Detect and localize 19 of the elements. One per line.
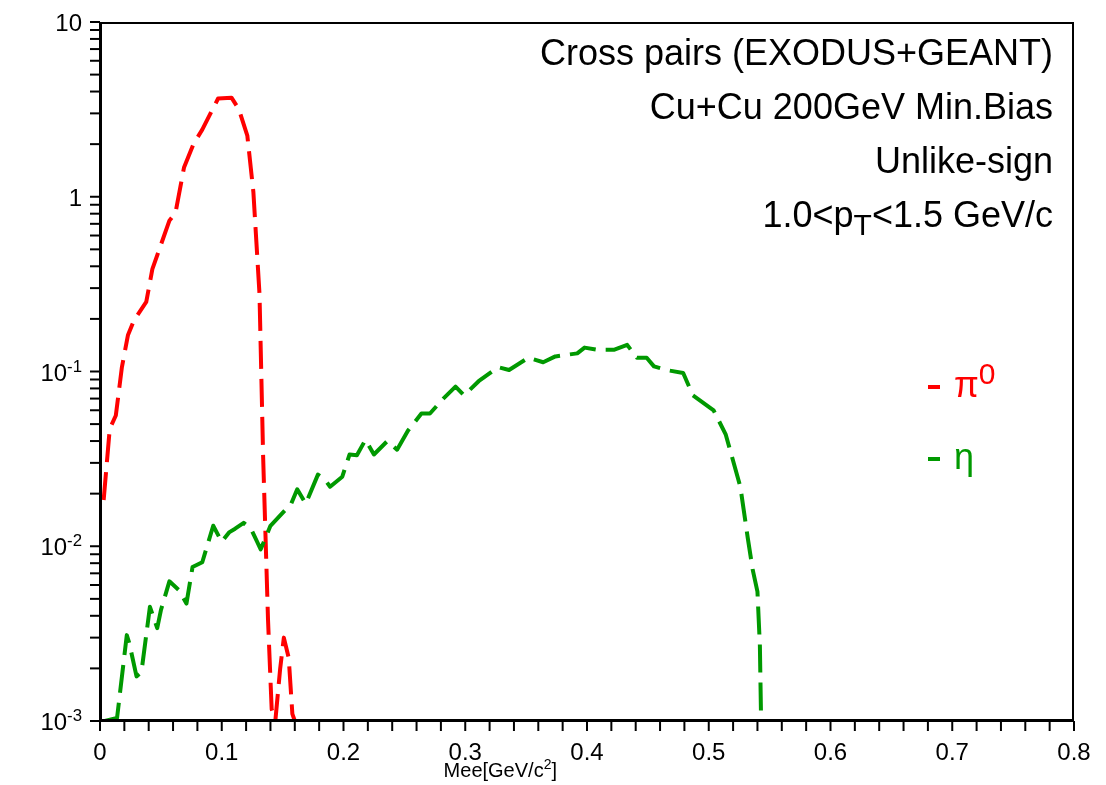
- x-tick-label: 0.4: [570, 738, 604, 766]
- y-tick-label: 10: [55, 9, 82, 36]
- x-tick-label: 0.7: [935, 738, 969, 766]
- annotation: 1.0<p$_{T}$<1.5 GeV/c: [761, 193, 1053, 244]
- x-tick-label: 0.6: [813, 738, 848, 766]
- x-tick-label: 0.2: [326, 738, 361, 766]
- legend-label: η: [954, 436, 975, 477]
- annotation: Unlike-sign: [873, 139, 1053, 183]
- x-tick-label: 0.8: [1057, 738, 1091, 766]
- y-tick-label: 10$^{-1}$: [40, 356, 82, 386]
- x-tick-label: 0: [93, 738, 107, 766]
- y-tick-label: 1: [68, 183, 82, 211]
- annotation: Cross pairs (EXODUS+GEANT): [539, 31, 1053, 75]
- legend-label: π$^{0}$: [954, 357, 996, 405]
- y-tick-label: 10$^{-2}$: [40, 530, 82, 561]
- y-tick-label: 10$^{-3}$: [40, 705, 82, 735]
- x-tick-label: 0.5: [692, 738, 726, 766]
- annotation: Cu+Cu 200GeV Min.Bias: [648, 85, 1053, 129]
- x-tick-label: 0.1: [205, 738, 239, 766]
